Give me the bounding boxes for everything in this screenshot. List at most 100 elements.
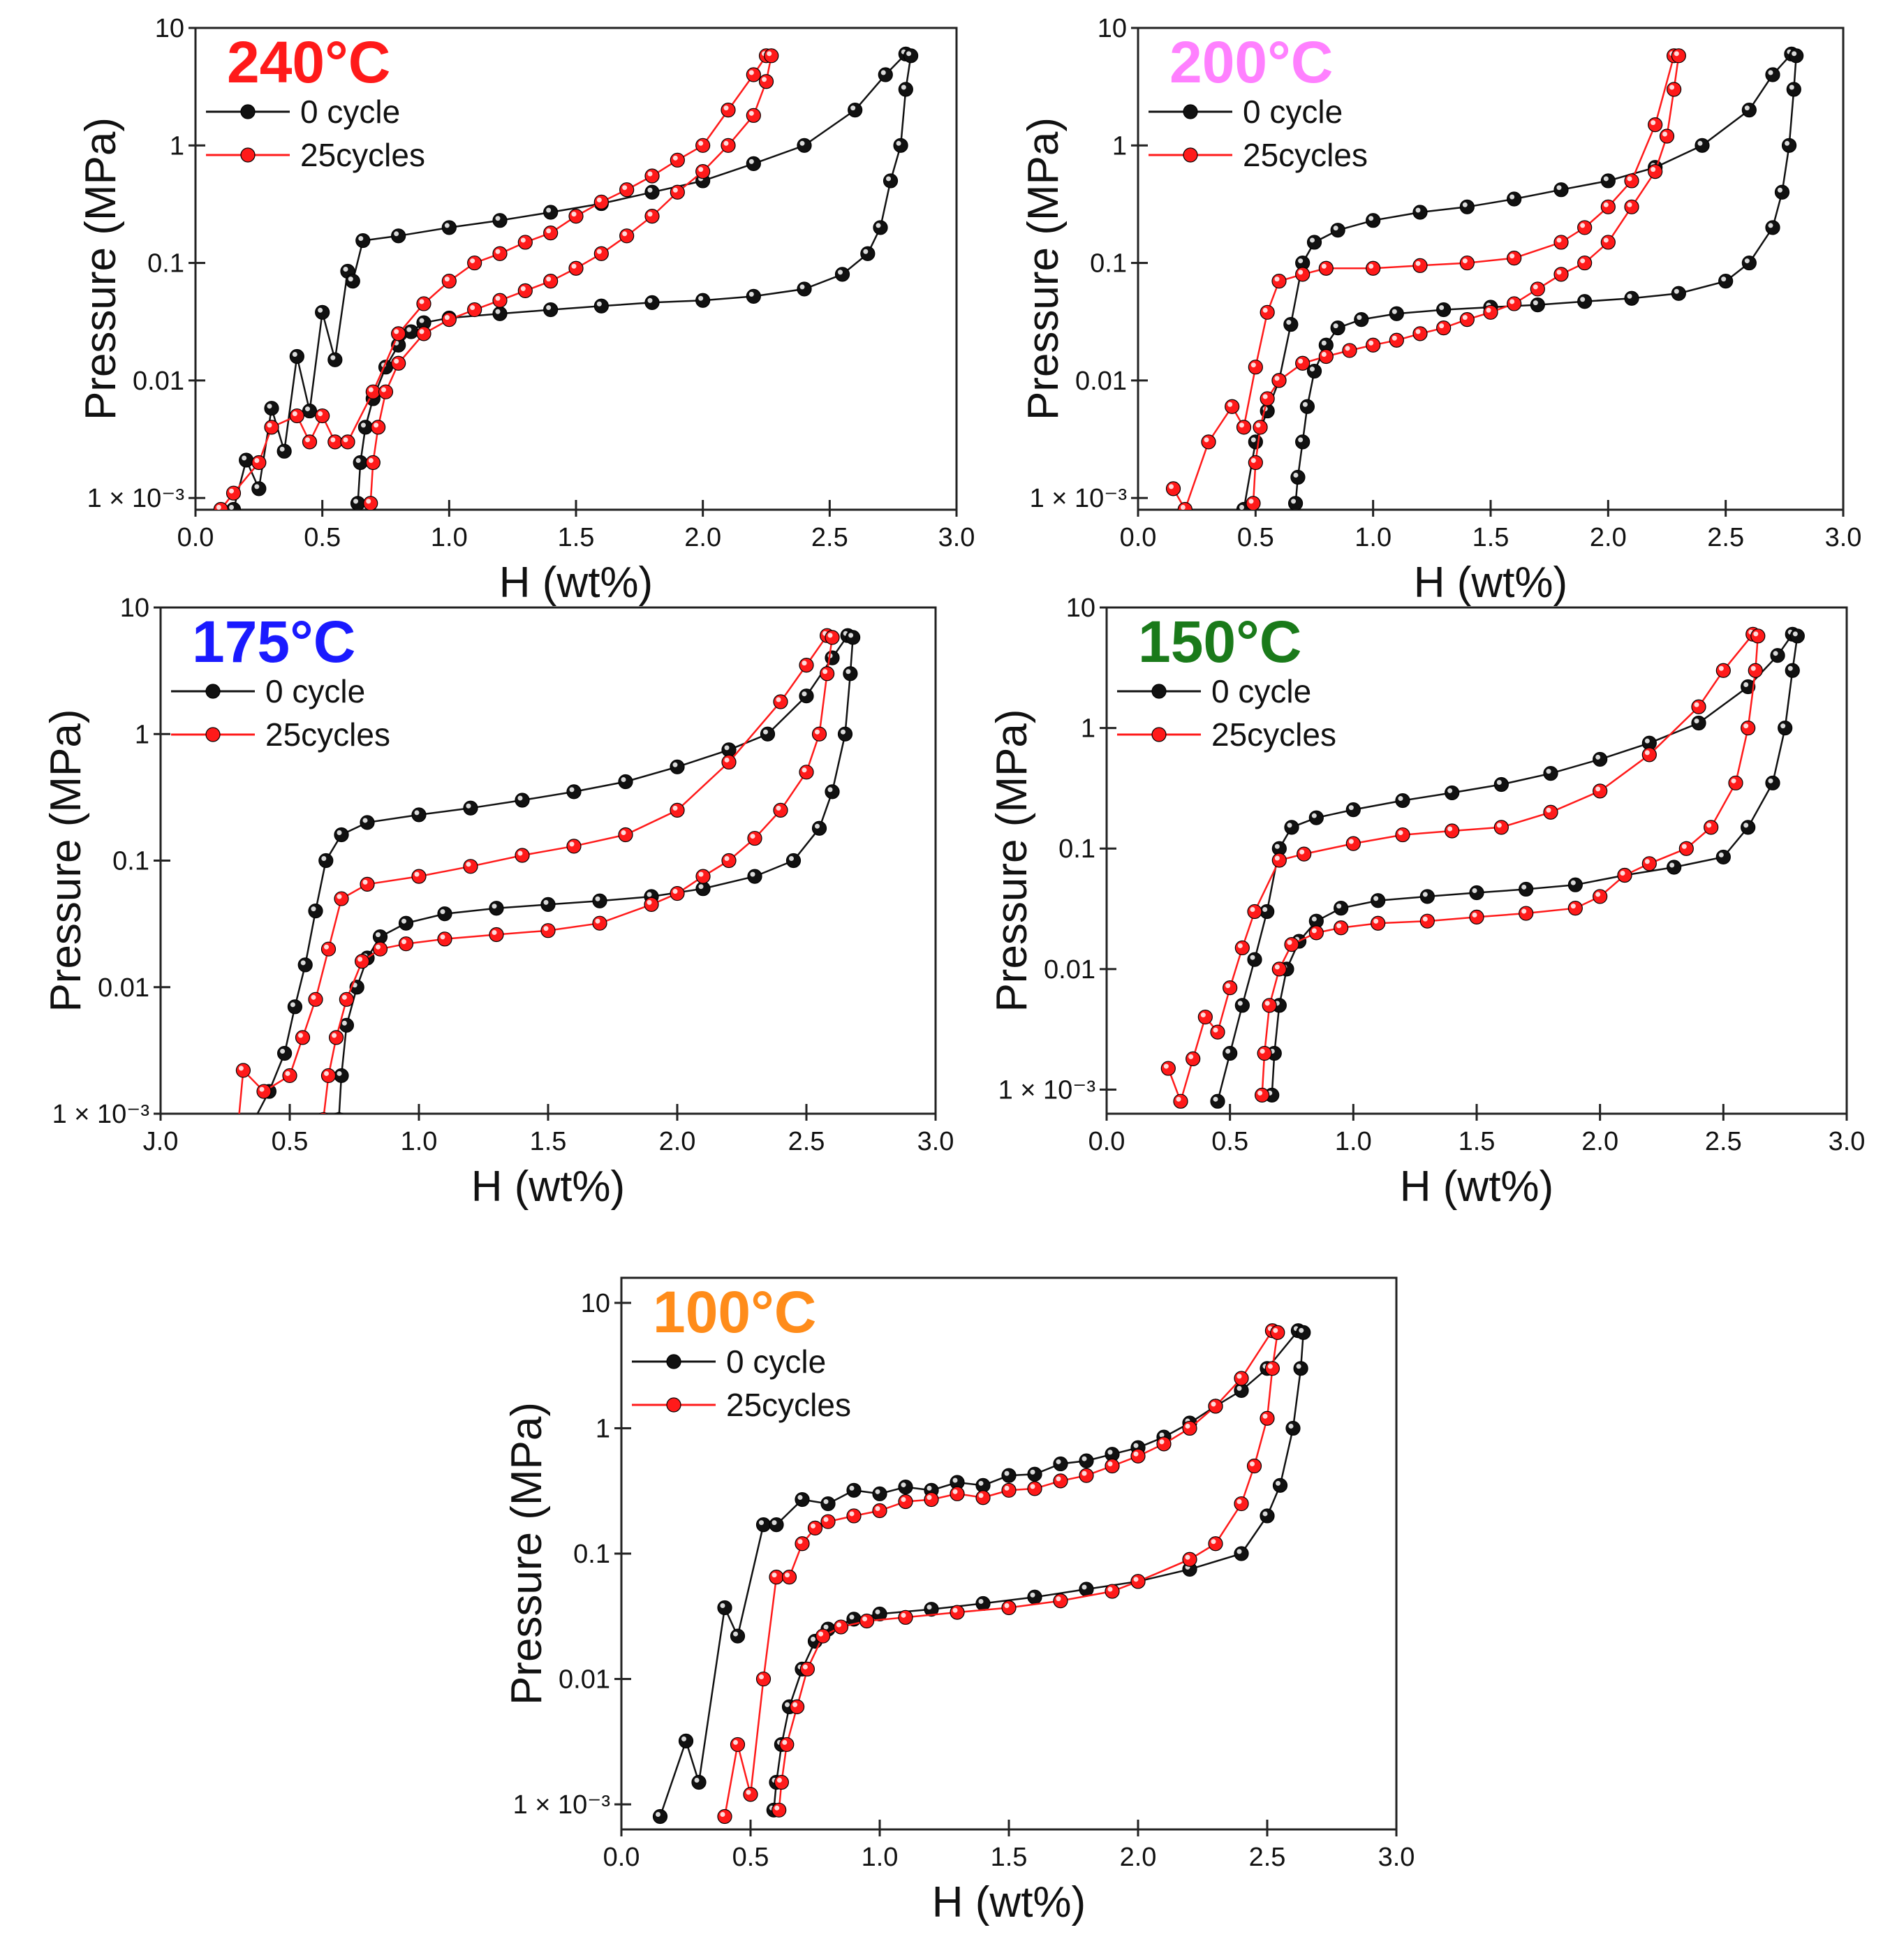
- data-point: [1371, 915, 1386, 931]
- data-point-highlight: [1236, 1373, 1242, 1379]
- data-point-highlight: [1462, 315, 1468, 320]
- data-point: [1774, 184, 1790, 200]
- y-tick-label: 0.1: [1090, 249, 1127, 279]
- data-point-highlight: [1250, 437, 1256, 443]
- y-tick-label: 10: [1098, 14, 1127, 43]
- data-point: [1223, 980, 1238, 996]
- data-point: [825, 784, 840, 800]
- data-point: [950, 1486, 965, 1501]
- data-point: [416, 326, 431, 341]
- data-point: [670, 184, 685, 200]
- data-point: [1519, 906, 1534, 921]
- data-point-highlight: [1310, 367, 1315, 372]
- x-tick-label: 1.5: [530, 1127, 567, 1156]
- data-point-highlight: [1227, 401, 1233, 407]
- data-point: [1577, 255, 1593, 271]
- data-point-highlight: [1211, 1401, 1216, 1407]
- data-point: [355, 233, 371, 249]
- legend-marker: [240, 104, 256, 119]
- data-point-highlight: [1595, 786, 1601, 792]
- data-point-highlight: [546, 305, 552, 311]
- data-point: [315, 304, 330, 320]
- data-point-highlight: [1133, 1451, 1139, 1457]
- x-tick-label: 3.0: [938, 523, 975, 552]
- data-point-highlight: [1472, 888, 1477, 894]
- series-0-cycle: [226, 46, 919, 510]
- data-point: [1419, 889, 1435, 904]
- data-point: [811, 820, 827, 836]
- data-point-highlight: [771, 1520, 777, 1526]
- data-point-highlight: [1496, 779, 1502, 785]
- data-point-highlight: [1250, 906, 1255, 912]
- data-point-highlight: [1163, 1063, 1169, 1069]
- data-point-highlight: [596, 197, 602, 202]
- data-point: [1208, 1536, 1223, 1552]
- data-point: [746, 67, 761, 82]
- data-point-highlight: [875, 1489, 880, 1494]
- data-point-highlight: [1644, 738, 1650, 744]
- data-point: [898, 82, 913, 97]
- data-point: [1567, 901, 1583, 916]
- data-point: [1079, 1582, 1094, 1597]
- data-point-highlight: [1368, 340, 1374, 346]
- data-point-highlight: [771, 1572, 777, 1578]
- data-point-highlight: [1298, 258, 1304, 264]
- data-point-highlight: [1255, 422, 1261, 428]
- data-point: [1284, 820, 1299, 835]
- data-point-highlight: [1792, 631, 1798, 637]
- data-point-highlight: [546, 228, 552, 234]
- data-point-highlight: [1439, 323, 1445, 329]
- data-point-highlight: [1169, 484, 1174, 489]
- data-point: [315, 408, 330, 424]
- data-point: [1395, 793, 1410, 809]
- data-point: [758, 74, 774, 89]
- data-point-highlight: [368, 458, 374, 464]
- data-point: [226, 501, 242, 510]
- data-point: [1436, 320, 1452, 336]
- data-point-highlight: [838, 270, 843, 275]
- data-point-highlight: [1236, 1385, 1242, 1391]
- desorption-line: [1271, 635, 1799, 1096]
- data-point-highlight: [1274, 376, 1280, 381]
- y-tick-label: 1: [1081, 714, 1095, 744]
- data-point-highlight: [1276, 1480, 1280, 1486]
- data-point-highlight: [1299, 849, 1305, 855]
- data-point-highlight: [444, 277, 450, 282]
- data-point-highlight: [419, 318, 424, 323]
- data-point-highlight: [596, 249, 602, 254]
- data-point: [1483, 304, 1498, 320]
- data-point: [391, 228, 406, 244]
- data-point: [1389, 332, 1404, 348]
- data-point: [1641, 856, 1657, 871]
- data-point-highlight: [1681, 843, 1687, 849]
- y-tick-label: 1: [135, 720, 149, 749]
- data-point: [1445, 823, 1460, 839]
- legend-marker: [205, 684, 221, 699]
- data-point: [825, 650, 840, 665]
- y-tick-label: 10: [155, 14, 184, 43]
- data-point: [1741, 103, 1757, 118]
- data-point-highlight: [1293, 473, 1299, 478]
- data-point: [846, 1482, 862, 1498]
- data-point-highlight: [517, 795, 523, 801]
- data-point: [437, 906, 452, 922]
- data-point: [213, 501, 228, 510]
- data-point: [1728, 775, 1743, 790]
- data-point-highlight: [849, 1485, 855, 1491]
- panel-100c: 0.0 0.5 1.0 1.5 2.0 2.5 3.0 1 × 10⁻³ 0.01 0.1 1 10 H…: [503, 1276, 1415, 1926]
- data-point-highlight: [896, 140, 901, 146]
- data-point-highlight: [733, 1631, 738, 1637]
- x-tick-label: 0.5: [1237, 523, 1274, 552]
- panel-title: 175°C: [192, 609, 355, 675]
- data-point-highlight: [1336, 904, 1342, 909]
- data-point-highlight: [1398, 796, 1403, 802]
- data-point-highlight: [1603, 237, 1609, 243]
- data-point-highlight: [1447, 826, 1453, 832]
- data-point: [807, 1520, 823, 1535]
- data-point: [1778, 721, 1793, 736]
- data-point-highlight: [647, 171, 653, 177]
- data-point: [1330, 320, 1345, 336]
- data-point-highlight: [656, 1811, 660, 1817]
- data-point: [365, 455, 381, 471]
- data-point: [517, 235, 533, 250]
